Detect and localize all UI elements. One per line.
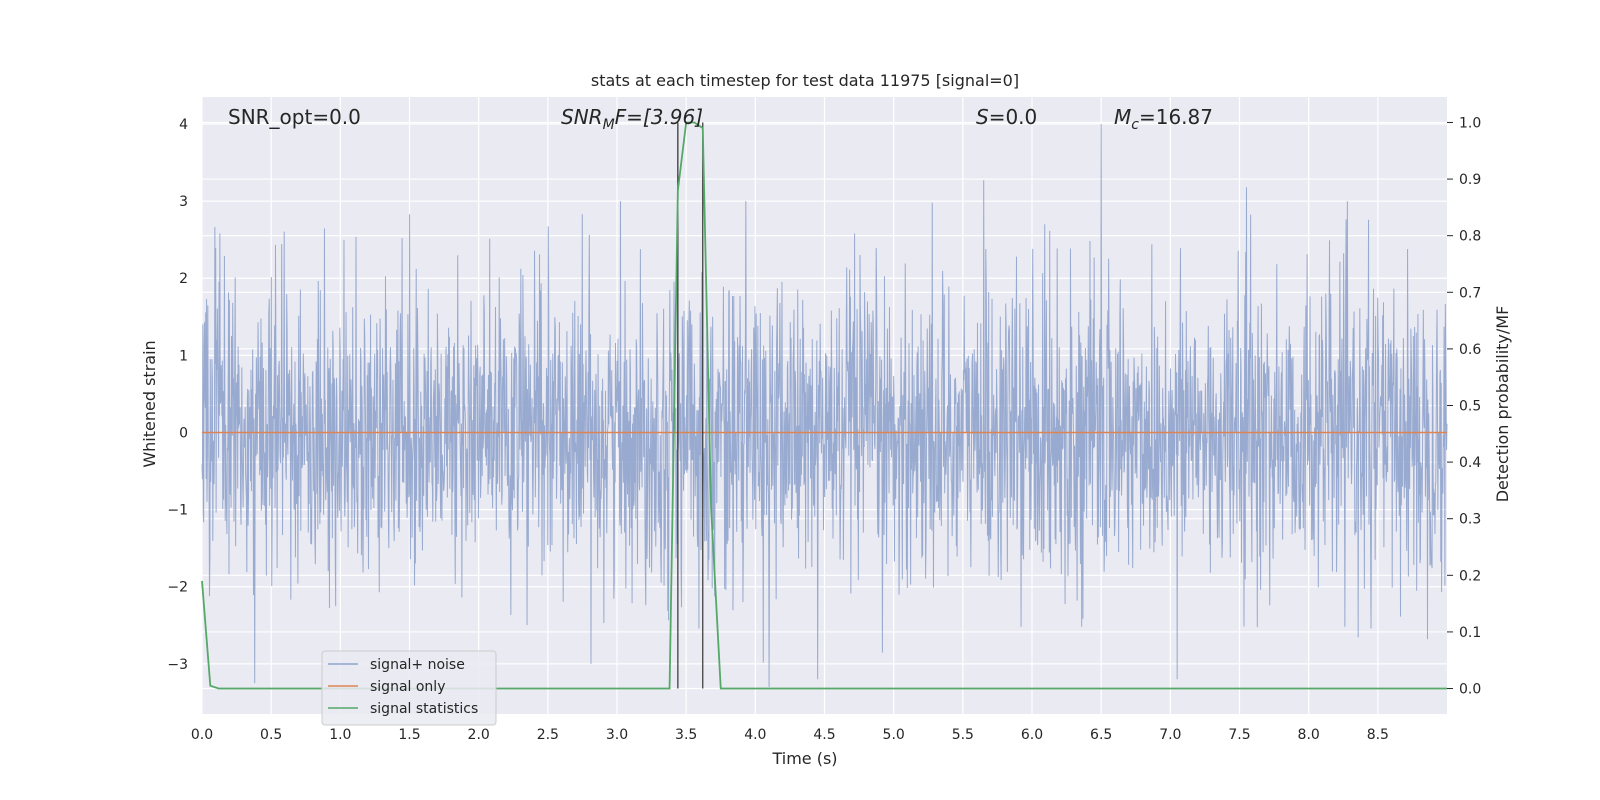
right-y-axis-ticks: 0.0 0.1 0.2 0.3 0.4 0.5 0.6 0.7 0.8 0.9 1.0 (1447, 115, 1481, 698)
right-y-tick-label: 0.0 (1459, 682, 1481, 698)
x-tick-label: 3.5 (675, 727, 697, 743)
right-y-axis-label: Detection probability/MF (1493, 306, 1512, 503)
left-y-axis-ticks: −3 −2 −1 0 1 2 3 4 (167, 117, 188, 673)
series-signal-statistics (201, 121, 1447, 690)
signal-noise-line (201, 123, 1448, 688)
x-tick-label: 2.0 (468, 727, 490, 743)
right-y-tick-label: 0.5 (1459, 399, 1481, 415)
legend-label-signal-only: signal only (370, 679, 445, 695)
annotation-s: S=0.0 (976, 105, 1037, 129)
right-y-tick-label: 0.6 (1459, 342, 1481, 358)
x-axis-ticks: 0.0 0.5 1.0 1.5 2.0 2.5 3.0 3.5 4.0 4.5 5.0 5.5 6.0 6… (191, 727, 1389, 743)
x-tick-label: 6.0 (1021, 727, 1043, 743)
left-y-tick-label: −3 (167, 657, 188, 673)
left-y-tick-label: 0 (179, 425, 188, 441)
left-y-tick-label: 3 (179, 194, 188, 210)
left-y-tick-label: −1 (167, 503, 188, 519)
x-tick-label: 8.0 (1298, 727, 1320, 743)
annotation-mc: Mc=16.87 (1114, 105, 1213, 133)
x-tick-label: 3.0 (606, 727, 628, 743)
x-tick-label: 6.5 (1090, 727, 1112, 743)
right-y-tick-label: 0.2 (1459, 568, 1481, 584)
x-tick-label: 7.5 (1228, 727, 1250, 743)
annotation-snr-mf: SNRMF=[3.96] (561, 105, 703, 133)
legend-label-signal-noise: signal+ noise (370, 657, 465, 673)
x-tick-label: 7.0 (1159, 727, 1181, 743)
x-tick-label: 5.0 (883, 727, 905, 743)
left-y-axis-label: Whitened strain (140, 340, 159, 467)
x-tick-label: 5.5 (952, 727, 974, 743)
legend-label-signal-statistics: signal statistics (370, 701, 478, 717)
right-y-tick-label: 0.9 (1459, 172, 1481, 188)
x-tick-label: 1.0 (329, 727, 351, 743)
left-y-tick-label: 2 (179, 271, 188, 287)
x-tick-label: 0.0 (191, 727, 213, 743)
x-tick-label: 4.5 (813, 727, 835, 743)
right-y-tick-label: 0.7 (1459, 285, 1481, 301)
right-y-tick-label: 0.1 (1459, 625, 1481, 641)
right-y-tick-label: 0.4 (1459, 455, 1481, 471)
series-signal-noise (201, 123, 1448, 688)
signal-statistics-line (201, 121, 1447, 690)
x-tick-label: 4.0 (744, 727, 766, 743)
right-y-tick-label: 0.3 (1459, 512, 1481, 528)
annotation-snr-opt: SNR_opt=0.0 (228, 105, 361, 129)
legend-box (321, 650, 497, 726)
left-y-tick-label: 1 (179, 348, 188, 364)
x-tick-label: 1.5 (398, 727, 420, 743)
left-y-tick-label: 4 (179, 117, 188, 133)
chart-title: stats at each timestep for test data 119… (591, 71, 1019, 90)
x-axis-label: Time (s) (771, 749, 837, 768)
right-y-tick-label: 1.0 (1459, 115, 1481, 131)
x-tick-label: 8.5 (1367, 727, 1389, 743)
legend: signal+ noise signal only signal statist… (321, 650, 497, 726)
left-y-tick-label: −2 (167, 580, 188, 596)
x-tick-label: 2.5 (537, 727, 559, 743)
right-y-tick-label: 0.8 (1459, 229, 1481, 245)
x-tick-label: 0.5 (260, 727, 282, 743)
